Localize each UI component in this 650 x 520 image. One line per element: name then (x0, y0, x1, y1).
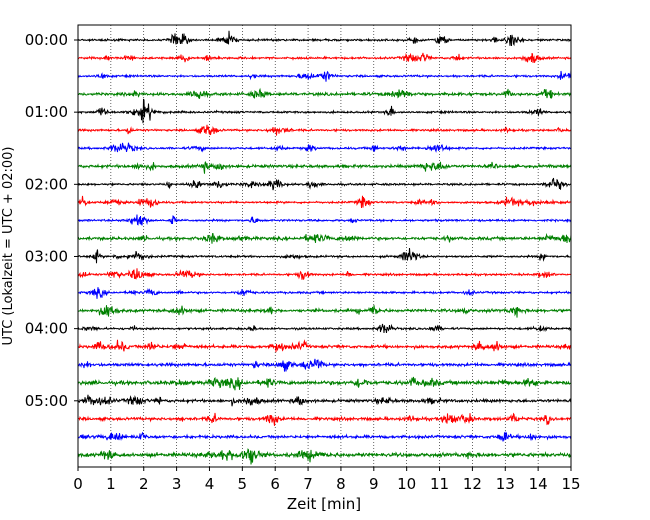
x-tick-label: 2 (139, 475, 149, 493)
x-tick-label: 0 (73, 475, 83, 493)
y-tick-label: 05:00 (25, 392, 68, 410)
trace-0500 (77, 394, 572, 407)
plot-background (78, 25, 571, 467)
y-axis-label: UTC (Lokalzeit = UTC + 02:00) (1, 147, 16, 346)
y-axis-ticks: 00:00 01:00 02:00 03:00 04:00 05:00 (25, 31, 78, 410)
trace-0115 (77, 124, 572, 136)
x-axis-label: Zeit [min] (287, 495, 361, 513)
y-tick-label: 01:00 (25, 103, 68, 121)
x-tick-label: 5 (238, 475, 248, 493)
trace-0100 (77, 98, 572, 124)
trace-0230 (77, 214, 572, 226)
trace-0130 (77, 142, 572, 153)
x-tick-label: 11 (430, 475, 449, 493)
x-tick-label: 12 (463, 475, 482, 493)
x-tick-label: 3 (172, 475, 182, 493)
trace-0400 (77, 323, 572, 334)
trace-0515 (77, 412, 572, 426)
trace-0430 (77, 358, 572, 372)
trace-0445 (77, 376, 572, 391)
trace-0345 (77, 305, 572, 318)
trace-0045 (77, 87, 572, 100)
trace-0530 (77, 431, 572, 442)
trace-0245 (77, 232, 572, 244)
trace-0415 (77, 339, 572, 353)
trace-group (77, 30, 572, 465)
x-tick-label: 9 (369, 475, 379, 493)
x-axis-ticks: 0 1 2 3 4 5 6 7 8 9 10 11 12 13 14 15 (73, 467, 581, 493)
trace-0300 (77, 247, 572, 264)
trace-0215 (77, 195, 572, 209)
y-tick-label: 00:00 (25, 31, 68, 49)
x-tick-label: 1 (106, 475, 116, 493)
plot-frame (77, 24, 572, 468)
x-tick-label: 6 (270, 475, 280, 493)
trace-0000 (77, 30, 572, 47)
trace-0030 (77, 70, 572, 82)
x-tick-label: 13 (496, 475, 515, 493)
trace-0330 (77, 287, 572, 299)
trace-0015 (77, 52, 572, 63)
y-tick-label: 04:00 (25, 320, 68, 338)
x-tick-label: 4 (205, 475, 215, 493)
y-tick-label: 02:00 (25, 175, 68, 193)
x-tick-label: 7 (303, 475, 313, 493)
trace-0315 (77, 268, 572, 280)
y-tick-label: 03:00 (25, 247, 68, 265)
x-tick-label: 14 (529, 475, 548, 493)
x-tick-label: 8 (336, 475, 346, 493)
x-tick-label: 10 (397, 475, 416, 493)
trace-0200 (77, 177, 572, 191)
trace-0545 (77, 448, 572, 465)
trace-0145 (77, 161, 572, 174)
x-tick-label: 15 (561, 475, 580, 493)
